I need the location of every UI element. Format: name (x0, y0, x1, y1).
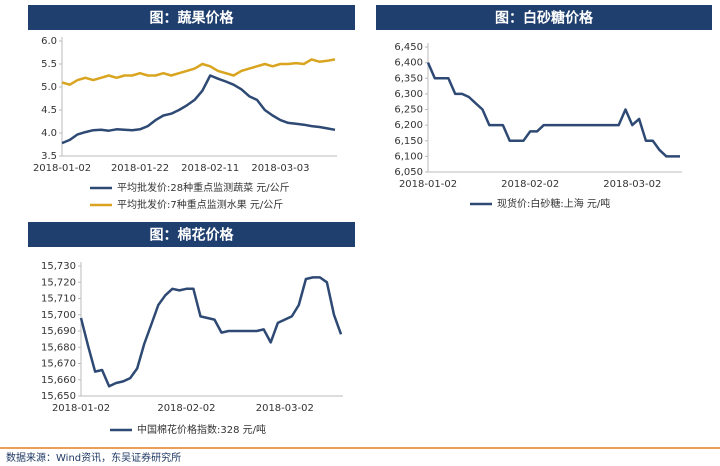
chart-title: 图：棉花价格 (150, 227, 235, 244)
y-tick-label: 15,730 (41, 261, 76, 272)
y-tick-label: 6,200 (394, 120, 423, 131)
y-tick-label: 6.0 (41, 36, 57, 47)
x-tick-label: 2018-03-02 (603, 179, 661, 190)
y-tick-label: 5.0 (41, 82, 57, 93)
chart-title: 图：白砂糖价格 (495, 10, 594, 27)
y-tick-label: 15,660 (41, 375, 76, 386)
title-box (376, 5, 712, 30)
y-tick-label: 6,350 (394, 73, 423, 84)
title-box (28, 5, 355, 30)
y-tick-label: 6,250 (394, 105, 423, 116)
y-tick-label: 4.5 (41, 105, 57, 116)
data-line (61, 74, 336, 145)
title-box (28, 222, 355, 247)
x-tick-label: 2018-03-03 (251, 163, 309, 174)
y-tick-label: 15,680 (41, 342, 76, 353)
y-tick-label: 15,700 (41, 310, 76, 321)
y-tick-label: 6,400 (394, 58, 423, 69)
y-tick-label: 15,710 (41, 294, 76, 305)
x-tick-label: 2018-02-02 (157, 403, 215, 414)
y-tick-label: 15,720 (41, 277, 76, 288)
y-tick-label: 6,300 (394, 89, 423, 100)
legend-label: 平均批发价:28种重点监测蔬菜 元/公斤 (117, 181, 290, 194)
y-tick-label: 4.0 (41, 128, 57, 139)
x-tick-label: 2018-01-02 (52, 403, 110, 414)
x-tick-label: 2018-02-11 (181, 163, 239, 174)
x-tick-label: 2018-01-02 (399, 179, 457, 190)
x-tick-label: 2018-02-02 (501, 179, 559, 190)
x-tick-label: 2018-01-02 (33, 163, 91, 174)
y-tick-label: 15,650 (41, 391, 76, 402)
x-tick-label: 2018-03-02 (256, 403, 314, 414)
chart-title: 图：蔬果价格 (150, 10, 235, 27)
y-tick-label: 6,050 (394, 167, 423, 178)
legend-label: 平均批发价:7种重点监测水果 元/公斤 (117, 198, 283, 211)
y-tick-label: 15,690 (41, 326, 76, 337)
y-tick-label: 6,100 (394, 151, 423, 162)
y-tick-label: 6,450 (394, 42, 423, 53)
y-tick-label: 15,670 (41, 359, 76, 370)
data-line (79, 276, 343, 388)
data-line (426, 62, 680, 158)
legend-label: 现货价:白砂糖:上海 元/吨 (497, 197, 610, 210)
x-tick-label: 2018-01-22 (111, 163, 169, 174)
y-tick-label: 6,150 (394, 136, 423, 147)
data-line (61, 58, 336, 86)
source-note: 数据来源：Wind资讯，东吴证券研究所 (6, 451, 181, 464)
y-tick-label: 5.5 (41, 59, 57, 70)
legend-label: 中国棉花价格指数:328 元/吨 (137, 423, 266, 436)
y-tick-label: 3.5 (41, 151, 57, 162)
